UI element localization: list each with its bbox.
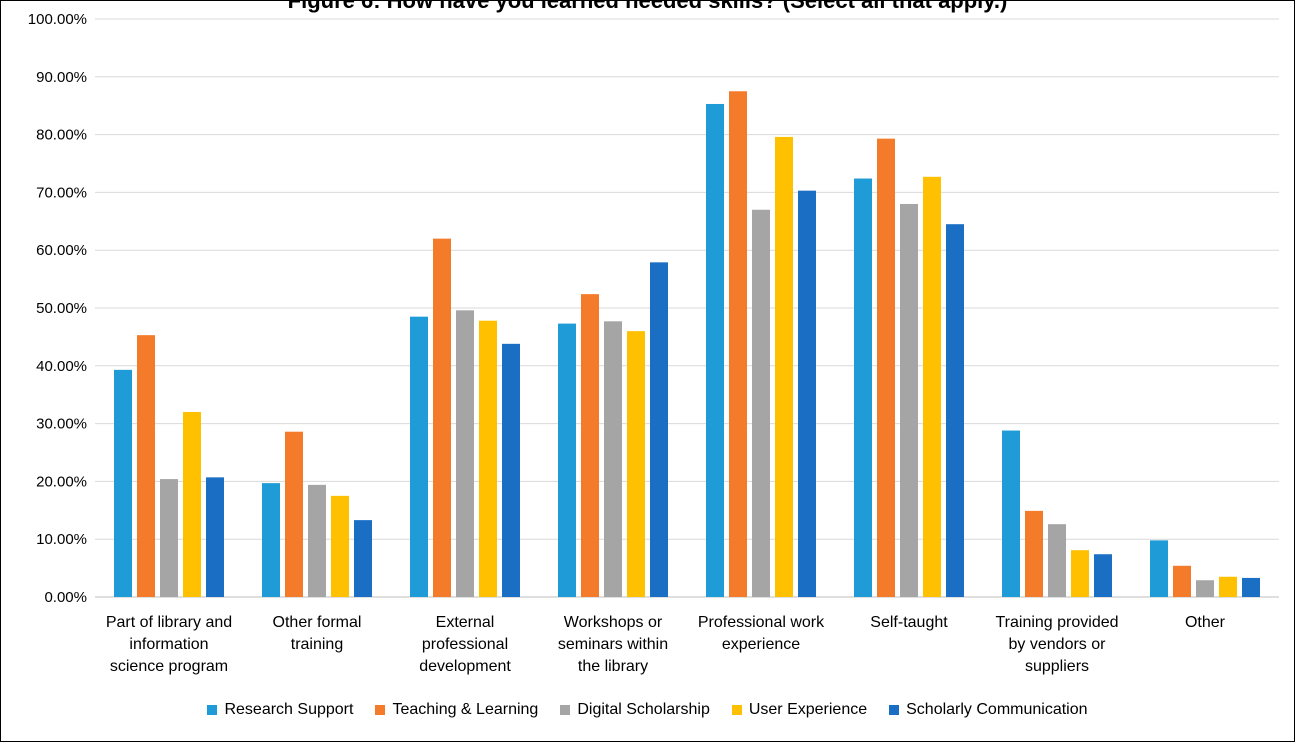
legend-item: Scholarly Communication (889, 701, 1088, 719)
bar-research-support (706, 103, 724, 597)
y-tick-label: 70.00% (36, 184, 87, 201)
bar-teaching-learning (877, 138, 895, 597)
y-tick-label: 90.00% (36, 69, 87, 86)
bar-user-experience (1071, 550, 1089, 597)
bar-research-support (1002, 430, 1020, 597)
x-tick-label: Workshops or seminars within the library (558, 614, 668, 675)
x-tick-label: External professional development (419, 614, 511, 675)
bar-digital-scholarship (160, 479, 178, 597)
legend-swatch (560, 705, 571, 715)
bar-teaching-learning (1173, 565, 1191, 597)
bar-scholarly-communication (354, 520, 372, 597)
y-tick-label: 10.00% (36, 531, 87, 548)
legend-label: Research Support (224, 701, 354, 718)
bar-teaching-learning (581, 294, 599, 597)
legend-label: Scholarly Communication (906, 701, 1088, 718)
bar-research-support (114, 369, 132, 597)
chart-legend: Research Support Teaching & Learning Digit… (1, 701, 1294, 719)
bar-user-experience (331, 495, 349, 597)
bar-digital-scholarship (1048, 524, 1066, 597)
legend-swatch (731, 705, 742, 715)
y-tick-label: 60.00% (36, 242, 87, 259)
bar-teaching-learning (137, 335, 155, 597)
bar-digital-scholarship (1196, 580, 1214, 597)
y-tick-label: 20.00% (36, 473, 87, 490)
bar-scholarly-communication (650, 262, 668, 597)
chart-title: Figure 6: How have you learned needed sk… (287, 0, 1008, 13)
bar-digital-scholarship (308, 484, 326, 597)
legend-item: Teaching & Learning (375, 701, 538, 719)
legend-label: Teaching & Learning (392, 701, 539, 718)
bar-scholarly-communication (502, 343, 520, 597)
bar-digital-scholarship (456, 310, 474, 597)
bar-scholarly-communication (1094, 554, 1112, 597)
bar-research-support (558, 323, 576, 597)
bar-user-experience (627, 331, 645, 597)
legend-swatch (375, 705, 386, 715)
bar-user-experience (923, 176, 941, 597)
bar-teaching-learning (285, 431, 303, 597)
bar-research-support (262, 483, 280, 597)
bar-user-experience (1219, 576, 1237, 597)
y-tick-label: 30.00% (36, 416, 87, 433)
bar-digital-scholarship (752, 209, 770, 598)
bar-scholarly-communication (946, 224, 964, 597)
x-tick-label: Other (1185, 614, 1226, 631)
x-tick-label: Professional work experience (698, 614, 825, 653)
x-tick-label: Training provided by vendors or suppliers (995, 614, 1118, 675)
bar-research-support (410, 316, 428, 597)
bar-scholarly-communication (798, 190, 816, 597)
bar-teaching-learning (433, 238, 451, 597)
legend-swatch (889, 705, 900, 715)
bar-user-experience (775, 136, 793, 598)
bar-teaching-learning (1025, 510, 1043, 597)
y-tick-label: 50.00% (36, 300, 87, 317)
bar-digital-scholarship (604, 321, 622, 597)
bar-scholarly-communication (206, 477, 224, 597)
y-tick-label: 0.00% (44, 589, 87, 606)
bar-research-support (1150, 540, 1168, 597)
bar-scholarly-communication (1242, 577, 1260, 597)
y-tick-label: 40.00% (36, 358, 87, 375)
bar-user-experience (479, 320, 497, 597)
bar-teaching-learning (729, 91, 747, 597)
legend-label: Digital Scholarship (577, 701, 710, 718)
x-tick-label: Other formal training (273, 614, 362, 653)
bar-digital-scholarship (900, 203, 918, 597)
y-tick-label: 100.00% (28, 11, 87, 28)
legend-item: User Experience (731, 701, 868, 719)
legend-label: User Experience (748, 701, 868, 718)
y-tick-label: 80.00% (36, 127, 87, 144)
bar-research-support (854, 178, 872, 597)
legend-swatch (207, 705, 218, 715)
x-tick-label: Self-taught (870, 614, 948, 631)
legend-item: Research Support (207, 701, 353, 719)
legend-item: Digital Scholarship (560, 701, 710, 719)
x-tick-label: Part of library and information science pr… (106, 614, 232, 675)
bar-user-experience (183, 412, 201, 597)
